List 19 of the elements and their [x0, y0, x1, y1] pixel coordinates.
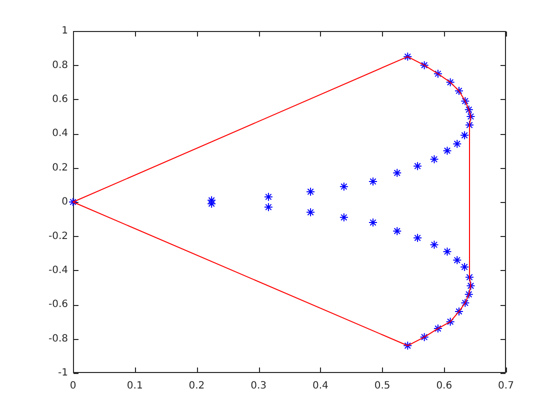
- y-tick-label: -0.6: [48, 299, 68, 310]
- x-tick-label: 0.7: [498, 380, 514, 392]
- x-tick-label: 0.4: [312, 380, 328, 392]
- y-tick-label: 0.2: [52, 162, 68, 174]
- y-tick-label: -0.4: [48, 264, 68, 276]
- y-tick-label: 0.4: [52, 128, 68, 140]
- y-tick-label: 0: [62, 196, 68, 208]
- x-tick-label: 0: [70, 380, 76, 392]
- y-tick-label: -0.8: [48, 333, 68, 344]
- y-tick-label: 0.8: [52, 60, 68, 71]
- x-tick-label: 0.5: [374, 380, 390, 392]
- x-tick-label: 0.1: [126, 380, 143, 392]
- x-tick-label: 0.6: [436, 380, 452, 392]
- y-tick-label: 1: [62, 26, 68, 37]
- y-tick-label: -0.2: [48, 230, 68, 242]
- x-tick-label: 0.2: [188, 380, 205, 392]
- x-tick-label: 0.3: [250, 380, 267, 392]
- y-tick-label: -1: [58, 368, 68, 379]
- y-tick-label: 0.6: [52, 94, 68, 105]
